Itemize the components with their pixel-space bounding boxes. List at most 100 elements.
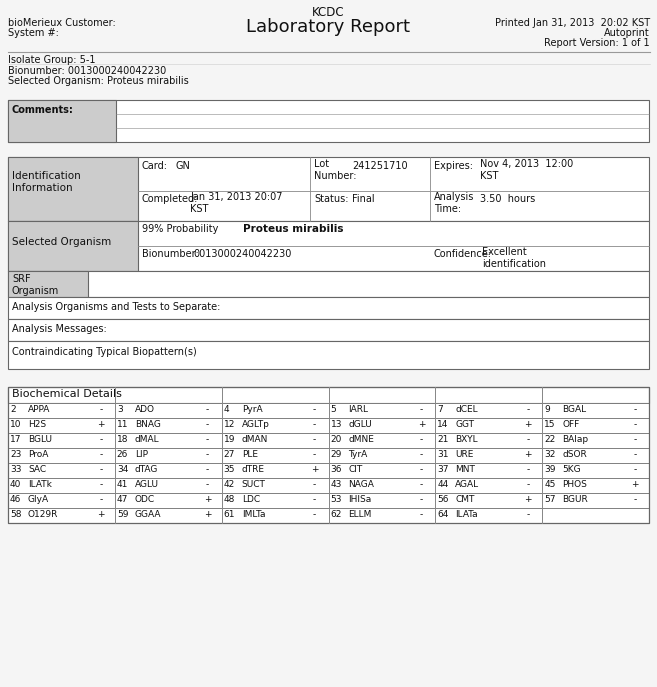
Text: 19: 19 — [223, 435, 235, 444]
Text: Printed Jan 31, 2013  20:02 KST: Printed Jan 31, 2013 20:02 KST — [495, 18, 650, 28]
Text: AGLU: AGLU — [135, 480, 159, 489]
Text: -: - — [420, 405, 423, 414]
Text: -: - — [313, 435, 316, 444]
Text: MNT: MNT — [455, 465, 475, 474]
Text: Nov 4, 2013  12:00
KST: Nov 4, 2013 12:00 KST — [480, 159, 574, 181]
Text: URE: URE — [455, 450, 474, 459]
Text: 37: 37 — [438, 465, 449, 474]
Text: 57: 57 — [544, 495, 556, 504]
Text: 10: 10 — [10, 420, 22, 429]
Text: 64: 64 — [438, 510, 449, 519]
Text: 21: 21 — [438, 435, 449, 444]
Text: -: - — [633, 435, 637, 444]
Text: AGLTp: AGLTp — [242, 420, 269, 429]
Text: Comments:: Comments: — [12, 105, 74, 115]
Text: 3: 3 — [117, 405, 123, 414]
Text: 13: 13 — [330, 420, 342, 429]
Text: PLE: PLE — [242, 450, 258, 459]
Bar — [8, 508, 649, 523]
Text: ILATk: ILATk — [28, 480, 52, 489]
Text: -: - — [633, 420, 637, 429]
Text: Completed:: Completed: — [142, 194, 198, 204]
Text: ADO: ADO — [135, 405, 155, 414]
Text: 5KG: 5KG — [562, 465, 581, 474]
Text: Final: Final — [352, 194, 374, 204]
Text: -: - — [206, 435, 210, 444]
Bar — [8, 463, 649, 478]
Text: dMNE: dMNE — [348, 435, 374, 444]
Text: 45: 45 — [544, 480, 556, 489]
Text: 2: 2 — [10, 405, 16, 414]
Text: -: - — [526, 480, 530, 489]
Text: 17: 17 — [10, 435, 22, 444]
Text: GlyA: GlyA — [28, 495, 49, 504]
Text: 3.50  hours: 3.50 hours — [480, 194, 535, 204]
Text: 33: 33 — [10, 465, 22, 474]
Text: -: - — [633, 495, 637, 504]
Text: -: - — [99, 465, 102, 474]
Text: Report Version: 1 of 1: Report Version: 1 of 1 — [545, 38, 650, 48]
Text: Laboratory Report: Laboratory Report — [246, 18, 410, 36]
Text: GN: GN — [176, 161, 191, 171]
Text: +: + — [524, 495, 532, 504]
Text: 29: 29 — [330, 450, 342, 459]
Text: IHISa: IHISa — [348, 495, 372, 504]
Text: Lot
Number:: Lot Number: — [314, 159, 357, 181]
Text: -: - — [420, 465, 423, 474]
Text: SRF
Organism: SRF Organism — [12, 274, 59, 295]
Text: -: - — [633, 450, 637, 459]
Text: +: + — [97, 510, 104, 519]
Text: Excellent
identification: Excellent identification — [482, 247, 546, 269]
Text: 41: 41 — [117, 480, 128, 489]
Text: -: - — [99, 480, 102, 489]
Text: Identification
Information: Identification Information — [12, 171, 81, 192]
Text: PHOS: PHOS — [562, 480, 587, 489]
Text: Selected Organism: Proteus mirabilis: Selected Organism: Proteus mirabilis — [8, 76, 189, 86]
Text: dGLU: dGLU — [348, 420, 373, 429]
Text: -: - — [206, 450, 210, 459]
Text: APPA: APPA — [28, 405, 51, 414]
Text: -: - — [526, 465, 530, 474]
Bar — [8, 493, 649, 508]
Bar — [8, 100, 116, 142]
Text: PyrA: PyrA — [242, 405, 262, 414]
Text: -: - — [313, 495, 316, 504]
Text: OFF: OFF — [562, 420, 579, 429]
Text: 9: 9 — [544, 405, 550, 414]
Text: 4: 4 — [223, 405, 229, 414]
Text: dMAL: dMAL — [135, 435, 160, 444]
Text: -: - — [526, 405, 530, 414]
Text: 18: 18 — [117, 435, 128, 444]
Text: BXYL: BXYL — [455, 435, 478, 444]
Bar — [8, 341, 649, 369]
Text: GGT: GGT — [455, 420, 474, 429]
Text: ELLM: ELLM — [348, 510, 372, 519]
Text: IMLTa: IMLTa — [242, 510, 265, 519]
Bar — [8, 418, 649, 433]
Text: -: - — [206, 420, 210, 429]
Text: -: - — [99, 405, 102, 414]
Text: 61: 61 — [223, 510, 235, 519]
Text: +: + — [631, 480, 639, 489]
Text: Selected Organism: Selected Organism — [12, 237, 111, 247]
Bar — [8, 297, 649, 319]
Text: 20: 20 — [330, 435, 342, 444]
Text: -: - — [206, 465, 210, 474]
Bar — [8, 221, 138, 271]
Bar — [8, 221, 649, 271]
Text: 31: 31 — [438, 450, 449, 459]
Bar — [8, 100, 649, 142]
Text: 46: 46 — [10, 495, 22, 504]
Text: 44: 44 — [438, 480, 449, 489]
Text: LDC: LDC — [242, 495, 260, 504]
Text: Bionumber:: Bionumber: — [142, 249, 199, 259]
Text: 0013000240042230: 0013000240042230 — [193, 249, 291, 259]
Bar — [8, 448, 649, 463]
Text: LIP: LIP — [135, 450, 148, 459]
Text: ILATa: ILATa — [455, 510, 478, 519]
Text: 40: 40 — [10, 480, 22, 489]
Text: 36: 36 — [330, 465, 342, 474]
Bar — [8, 478, 649, 493]
Text: Analysis
Time:: Analysis Time: — [434, 192, 474, 214]
Bar — [8, 403, 649, 418]
